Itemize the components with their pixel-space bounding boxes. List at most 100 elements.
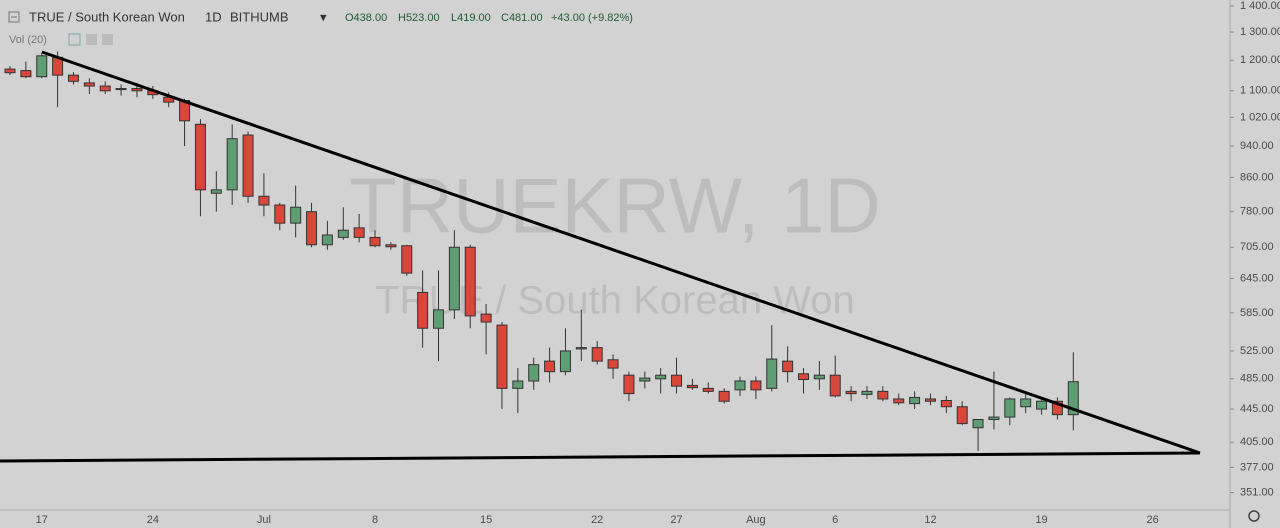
y-tick-label: 445.00 xyxy=(1240,403,1274,415)
candle-body xyxy=(226,138,238,191)
y-tick-label: 525.00 xyxy=(1240,345,1274,357)
candle-body xyxy=(67,74,79,82)
candle-body xyxy=(655,374,667,380)
candle-body xyxy=(924,398,936,402)
y-tick-label: 1 400.00 xyxy=(1240,0,1280,12)
y-tick-label: 377.00 xyxy=(1240,461,1274,473)
candle-body xyxy=(385,244,397,248)
x-tick-label: 12 xyxy=(924,514,936,526)
candle-body xyxy=(369,236,381,247)
candle-body xyxy=(242,134,254,197)
candle-body xyxy=(274,204,286,224)
candle-body xyxy=(639,377,651,382)
indicator-label[interactable]: Vol (20) xyxy=(9,34,47,46)
candle-body xyxy=(798,373,809,381)
candle-body xyxy=(210,189,222,194)
interval[interactable]: 1D xyxy=(205,9,222,24)
candle-body xyxy=(1004,398,1016,418)
candle-body xyxy=(893,398,905,404)
candle-body xyxy=(766,358,778,389)
candle-body xyxy=(718,390,730,402)
candle-body xyxy=(607,359,619,369)
candle-body xyxy=(671,374,683,387)
candle-body xyxy=(591,347,603,362)
candle-body xyxy=(544,360,556,373)
plot xyxy=(4,51,1079,452)
settings-button[interactable] xyxy=(86,34,97,45)
watermark-symbol: TRUEKRW, 1D xyxy=(349,162,881,250)
candle-body xyxy=(496,324,508,389)
x-tick-label: 19 xyxy=(1035,514,1047,526)
symbol[interactable]: TRUE / South Korean Won xyxy=(29,9,185,24)
hide-button[interactable] xyxy=(68,33,81,46)
candle-body xyxy=(575,347,587,350)
candle-body xyxy=(528,364,540,382)
y-tick-label: 645.00 xyxy=(1240,272,1274,284)
candle-body xyxy=(909,396,921,405)
candle-body xyxy=(1067,381,1079,416)
candle-body xyxy=(702,387,714,392)
candle-body xyxy=(464,246,476,317)
x-tick-label: 8 xyxy=(372,514,378,526)
candle-body xyxy=(432,309,444,329)
candle-body xyxy=(417,291,429,329)
candle-body xyxy=(813,374,825,380)
candle-body xyxy=(480,313,492,323)
collapse-button[interactable] xyxy=(8,11,20,23)
candle-body xyxy=(877,390,889,400)
low-value: L419.00 xyxy=(451,12,491,24)
candle-body xyxy=(194,123,206,191)
close-value: C481.00 xyxy=(501,12,543,24)
candle-body xyxy=(353,227,365,238)
y-tick-label: 1 200.00 xyxy=(1240,54,1280,66)
remove-button[interactable] xyxy=(102,34,113,45)
candle-body xyxy=(306,211,318,246)
y-tick-label: 940.00 xyxy=(1240,140,1274,152)
candle-body xyxy=(734,380,746,391)
candle-body xyxy=(956,406,968,425)
x-tick-label: Jul xyxy=(257,514,271,526)
open-value: O438.00 xyxy=(345,12,387,24)
y-tick-label: 1 100.00 xyxy=(1240,85,1280,97)
candle-body xyxy=(829,374,841,397)
y-tick-label: 780.00 xyxy=(1240,206,1274,218)
y-tick-label: 1 300.00 xyxy=(1240,26,1280,38)
candle-body xyxy=(845,390,857,395)
candle-body xyxy=(290,206,302,224)
candle-body xyxy=(559,350,571,373)
y-tick-label: 585.00 xyxy=(1240,307,1274,319)
y-tick-label: 351.00 xyxy=(1240,486,1274,498)
candle-body xyxy=(20,70,32,78)
candle-body xyxy=(1036,400,1048,410)
candle-body xyxy=(321,234,333,246)
x-tick-label: 24 xyxy=(147,514,159,526)
support-line xyxy=(0,451,1201,463)
candle-body xyxy=(972,419,984,429)
candle-body xyxy=(686,384,698,389)
settings-gear[interactable] xyxy=(1248,510,1260,522)
x-tick-label: 6 xyxy=(832,514,838,526)
x-tick-label: 26 xyxy=(1147,514,1159,526)
candle-body xyxy=(1020,398,1032,408)
candle-body xyxy=(4,68,16,74)
x-tick-label: 17 xyxy=(36,514,48,526)
y-tick-label: 860.00 xyxy=(1240,171,1274,183)
dropdown[interactable]: ▾ xyxy=(320,9,327,24)
candle-body xyxy=(83,82,95,87)
candle-body xyxy=(448,246,460,311)
x-tick-label: 22 xyxy=(591,514,603,526)
candle-body xyxy=(861,390,873,395)
change-value: +43.00 (+9.82%) xyxy=(551,12,633,24)
candle-body xyxy=(750,380,762,391)
watermark-name: TRUE / South Korean Won xyxy=(375,279,855,323)
x-tick-label: 15 xyxy=(480,514,492,526)
y-tick-label: 405.00 xyxy=(1240,436,1274,448)
x-tick-label: Aug xyxy=(746,514,766,526)
candle-body xyxy=(99,85,111,92)
candle-body xyxy=(258,195,270,206)
trend-line xyxy=(41,50,1201,455)
candle-body xyxy=(131,88,143,92)
